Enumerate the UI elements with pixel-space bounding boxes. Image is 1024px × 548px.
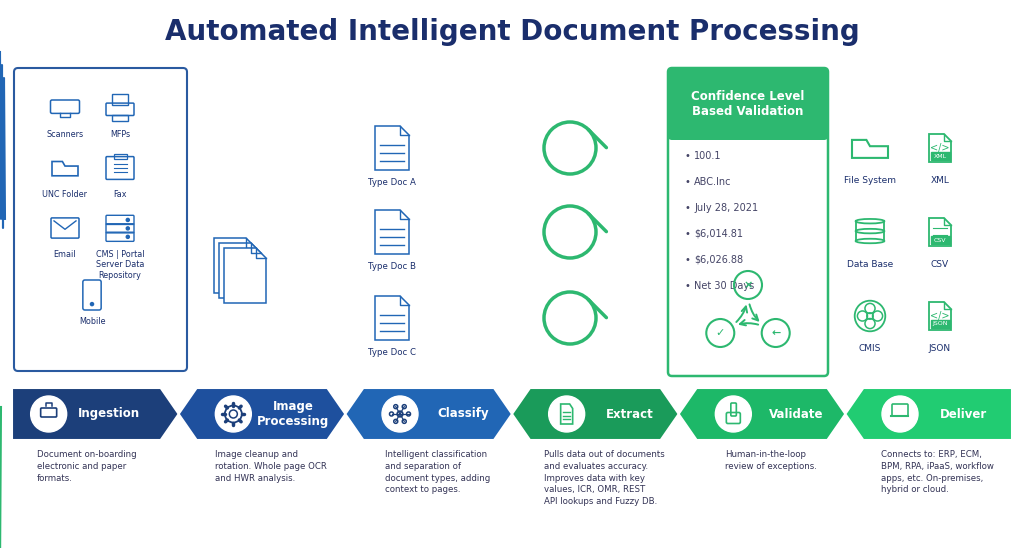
Text: Deliver: Deliver: [940, 408, 987, 420]
FancyBboxPatch shape: [668, 68, 828, 140]
Polygon shape: [178, 388, 345, 440]
Text: Image
Processing: Image Processing: [257, 400, 330, 428]
Text: Automated Intelligent Document Processing: Automated Intelligent Document Processin…: [165, 18, 859, 46]
Circle shape: [126, 219, 129, 221]
Polygon shape: [929, 302, 951, 330]
Polygon shape: [375, 296, 409, 340]
Polygon shape: [345, 388, 512, 440]
Text: Ingestion: Ingestion: [78, 408, 139, 420]
Text: Email: Email: [53, 250, 76, 259]
Text: XML: XML: [934, 153, 946, 158]
Text: Extract: Extract: [606, 408, 654, 420]
FancyBboxPatch shape: [14, 68, 187, 371]
Text: •: •: [684, 229, 690, 239]
Text: •: •: [684, 255, 690, 265]
Text: Confidence Level
Based Validation: Confidence Level Based Validation: [691, 90, 805, 118]
Polygon shape: [512, 388, 679, 440]
Text: Validate: Validate: [769, 408, 824, 420]
Text: Image cleanup and
rotation. Whole page OCR
and HWR analysis.: Image cleanup and rotation. Whole page O…: [215, 450, 327, 483]
Polygon shape: [224, 248, 266, 303]
Text: ←: ←: [771, 328, 780, 338]
Circle shape: [882, 396, 918, 432]
Polygon shape: [214, 238, 256, 293]
Text: July 28, 2021: July 28, 2021: [694, 203, 758, 213]
Text: Net 30 Days: Net 30 Days: [694, 281, 755, 291]
FancyBboxPatch shape: [672, 104, 824, 136]
Text: Type Doc A: Type Doc A: [368, 178, 416, 187]
Text: JSON: JSON: [929, 344, 951, 353]
FancyBboxPatch shape: [931, 320, 950, 328]
Text: Classify: Classify: [437, 408, 489, 420]
Polygon shape: [12, 388, 178, 440]
Circle shape: [215, 396, 251, 432]
Text: Mobile: Mobile: [79, 317, 105, 326]
Text: CMS | Portal
Server Data
Repository: CMS | Portal Server Data Repository: [96, 250, 144, 280]
Text: Pulls data out of documents
and evaluates accuracy.
Improves data with key
value: Pulls data out of documents and evaluate…: [544, 450, 665, 506]
Polygon shape: [219, 243, 261, 298]
FancyBboxPatch shape: [931, 152, 950, 160]
Text: Data Base: Data Base: [847, 260, 893, 269]
Text: JSON: JSON: [932, 322, 948, 327]
Polygon shape: [375, 210, 409, 254]
Text: Human-in-the-loop
review of exceptions.: Human-in-the-loop review of exceptions.: [725, 450, 817, 471]
Polygon shape: [375, 126, 409, 170]
Text: •: •: [684, 203, 690, 213]
Text: Scanners: Scanners: [46, 130, 84, 139]
Text: Document on-boarding
electronic and paper
formats.: Document on-boarding electronic and pape…: [37, 450, 136, 483]
FancyBboxPatch shape: [931, 236, 950, 244]
Text: UNC Folder: UNC Folder: [43, 190, 87, 199]
FancyBboxPatch shape: [668, 68, 828, 376]
Text: •: •: [684, 281, 690, 291]
Text: •: •: [684, 177, 690, 187]
Text: Fax: Fax: [114, 190, 127, 199]
Text: 100.1: 100.1: [694, 151, 722, 161]
Text: MFPs: MFPs: [110, 130, 130, 139]
Text: $6,026.88: $6,026.88: [694, 255, 743, 265]
Polygon shape: [929, 218, 951, 246]
Text: CSV: CSV: [931, 260, 949, 269]
Text: Type Doc C: Type Doc C: [368, 348, 416, 357]
Text: </>: </>: [930, 143, 949, 153]
Polygon shape: [929, 134, 951, 162]
Polygon shape: [679, 388, 846, 440]
Polygon shape: [846, 388, 1012, 440]
Circle shape: [716, 396, 752, 432]
Text: ✓: ✓: [716, 328, 725, 338]
Text: ×: ×: [743, 280, 753, 290]
Circle shape: [126, 227, 129, 230]
Text: File System: File System: [844, 176, 896, 185]
Text: </>: </>: [930, 311, 949, 321]
Text: $6,014.81: $6,014.81: [694, 229, 743, 239]
Circle shape: [126, 235, 129, 238]
Circle shape: [31, 396, 67, 432]
Text: Intelligent classification
and separation of
document types, adding
context to p: Intelligent classification and separatio…: [385, 450, 490, 494]
Text: CSV: CSV: [934, 237, 946, 243]
Text: CMIS: CMIS: [859, 344, 882, 353]
Circle shape: [382, 396, 418, 432]
Text: •: •: [684, 151, 690, 161]
Text: ABC.Inc: ABC.Inc: [694, 177, 731, 187]
Text: Type Doc B: Type Doc B: [368, 262, 416, 271]
Circle shape: [549, 396, 585, 432]
Text: XML: XML: [931, 176, 949, 185]
Text: Connects to: ERP, ECM,
BPM, RPA, iPaaS, workflow
apps, etc. On-premises,
hybrid : Connects to: ERP, ECM, BPM, RPA, iPaaS, …: [882, 450, 994, 494]
Circle shape: [90, 302, 93, 306]
